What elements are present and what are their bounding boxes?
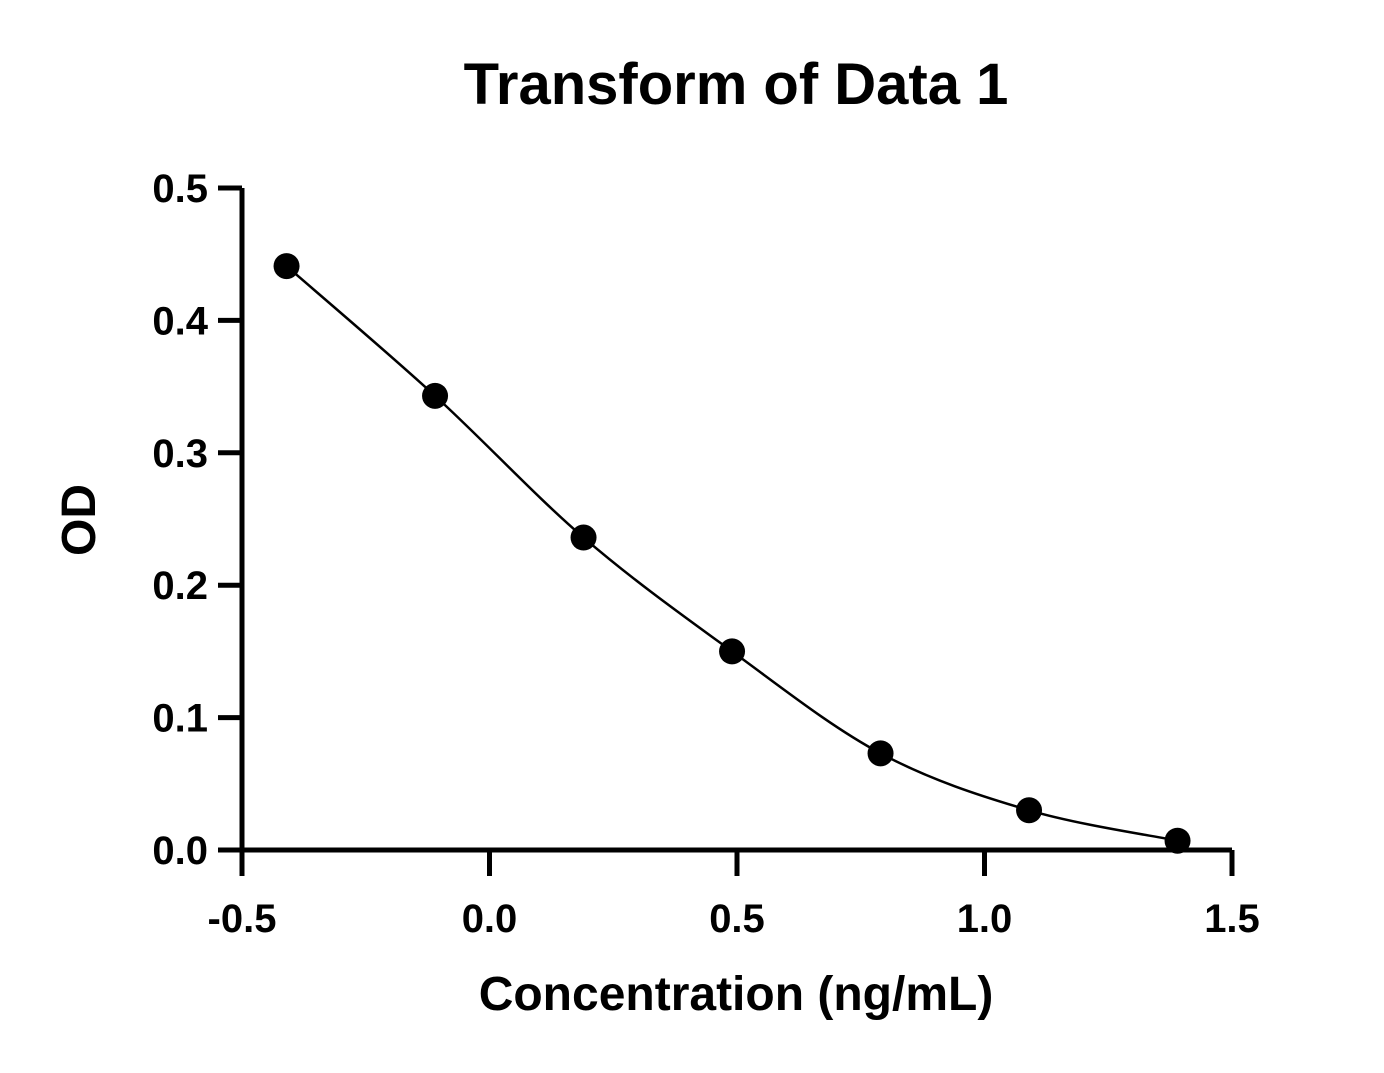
data-point [570, 524, 597, 551]
data-points [273, 253, 1191, 854]
fit-curve [285, 265, 1178, 842]
data-point [719, 638, 746, 665]
data-point [1164, 827, 1191, 854]
x-tick-label: -0.5 [208, 897, 277, 941]
x-axis-label: Concentration (ng/mL) [479, 968, 994, 1021]
x-ticks: -0.5 0.0 0.5 1.0 1.5 [208, 850, 1260, 941]
y-axis: 0.0 0.1 0.2 0.3 0.4 0.5 [152, 167, 245, 873]
y-tick-label: 0.5 [152, 167, 208, 211]
x-tick-label: 1.0 [957, 897, 1013, 941]
x-tick-label: 1.5 [1204, 897, 1260, 941]
y-axis-label: OD [53, 484, 106, 556]
y-ticks: 0.0 0.1 0.2 0.3 0.4 0.5 [152, 167, 242, 873]
x-axis: -0.5 0.0 0.5 1.0 1.5 [208, 847, 1260, 941]
plot-area [273, 253, 1191, 854]
data-point [273, 253, 300, 280]
y-tick-label: 0.3 [152, 432, 208, 476]
y-tick-label: 0.0 [152, 829, 208, 873]
x-tick-label: 0.5 [709, 897, 765, 941]
data-point [1016, 797, 1043, 824]
data-point [867, 740, 894, 767]
chart-title: Transform of Data 1 [464, 52, 1009, 117]
data-point [422, 382, 449, 409]
y-tick-label: 0.4 [152, 299, 208, 343]
y-tick-label: 0.1 [152, 697, 208, 741]
x-tick-label: 0.0 [462, 897, 518, 941]
y-tick-label: 0.2 [152, 564, 208, 608]
